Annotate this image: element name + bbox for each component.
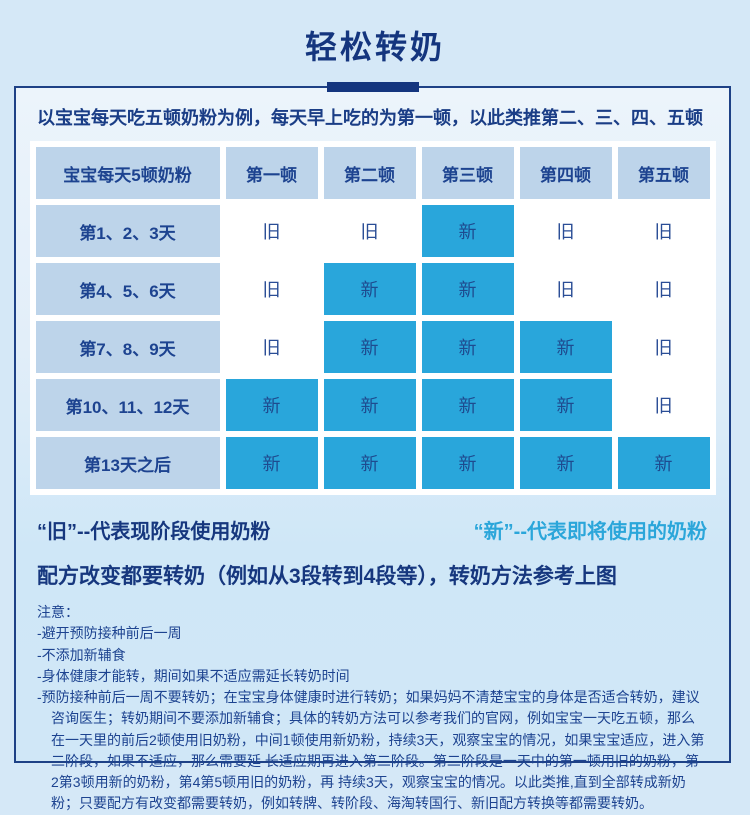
- day-label-cell: 第1、2、3天: [35, 205, 220, 257]
- legend-new-label: “新”--代表即将使用的奶粉: [473, 521, 707, 543]
- header-cell-days: 宝宝每天5顿奶粉: [35, 147, 220, 199]
- day-label-cell: 第4、5、6天: [35, 263, 220, 315]
- table-row: 第7、8、9天旧新新新旧: [35, 321, 710, 373]
- header-cell-meal-5: 第五顿: [617, 147, 710, 199]
- meal-cell-new: 新: [323, 379, 416, 431]
- meal-cell-old: 旧: [225, 205, 318, 257]
- formula-change-note: 配方改变都要转奶（例如从3段转到4段等），转奶方法参考上图: [37, 565, 617, 588]
- meal-cell-new: 新: [421, 205, 514, 257]
- meal-cell-old: 旧: [617, 321, 710, 373]
- notes-title: 注意：: [37, 604, 79, 620]
- meal-cell-old: 旧: [617, 379, 710, 431]
- header-cell-meal-4: 第四顿: [519, 147, 612, 199]
- meal-cell-new: 新: [519, 321, 612, 373]
- meal-cell-old: 旧: [225, 263, 318, 315]
- header-cell-meal-1: 第一顿: [225, 147, 318, 199]
- table-row: 第13天之后新新新新新: [35, 437, 710, 489]
- day-label-cell: 第7、8、9天: [35, 321, 220, 373]
- day-label-cell: 第13天之后: [35, 437, 220, 489]
- meal-cell-new: 新: [323, 321, 416, 373]
- meal-cell-new: 新: [323, 437, 416, 489]
- meal-cell-new: 新: [323, 263, 416, 315]
- meal-cell-old: 旧: [617, 263, 710, 315]
- table-header-row: 宝宝每天5顿奶粉 第一顿 第二顿 第三顿 第四顿 第五顿: [35, 147, 710, 199]
- meal-cell-old: 旧: [323, 205, 416, 257]
- meal-cell-new: 新: [421, 437, 514, 489]
- header-cell-meal-3: 第三顿: [421, 147, 514, 199]
- day-label-cell: 第10、11、12天: [35, 379, 220, 431]
- notes-block: 注意： -避开预防接种前后一周 -不添加新辅食 -身体健康才能转，期间如果不适应需延…: [37, 602, 705, 815]
- meal-cell-old: 旧: [519, 263, 612, 315]
- meal-cell-new: 新: [519, 437, 612, 489]
- note-item: -不添加新辅食: [37, 646, 126, 663]
- intro-text: 以宝宝每天吃五顿奶粉为例，每天早上吃的为第一顿，以此类推第二、三、四、五顿: [37, 108, 703, 128]
- transition-card: 以宝宝每天吃五顿奶粉为例，每天早上吃的为第一顿，以此类推第二、三、四、五顿 宝宝…: [14, 82, 731, 811]
- meal-cell-new: 新: [225, 437, 318, 489]
- note-item: -身体健康才能转，期间如果不适应需延长转奶时间: [37, 667, 350, 684]
- meal-cell-new: 新: [421, 379, 514, 431]
- meal-cell-old: 旧: [225, 321, 318, 373]
- table-row: 第10、11、12天新新新新旧: [35, 379, 710, 431]
- note-item: -避开预防接种前后一周: [37, 625, 182, 642]
- table-row: 第4、5、6天旧新新旧旧: [35, 263, 710, 315]
- meal-cell-new: 新: [421, 263, 514, 315]
- meal-cell-new: 新: [617, 437, 710, 489]
- meal-cell-new: 新: [225, 379, 318, 431]
- page-title: 轻松转奶: [304, 29, 445, 65]
- table-row: 第1、2、3天旧旧新旧旧: [35, 205, 710, 257]
- meal-cell-old: 旧: [617, 205, 710, 257]
- header-cell-meal-2: 第二顿: [323, 147, 416, 199]
- card-top-tab-decoration: [326, 82, 419, 92]
- meal-cell-old: 旧: [519, 205, 612, 257]
- legend-old-label: “旧”--代表现阶段使用奶粉: [37, 521, 271, 543]
- meal-cell-new: 新: [421, 321, 514, 373]
- meal-cell-new: 新: [519, 379, 612, 431]
- milk-transition-table: 宝宝每天5顿奶粉 第一顿 第二顿 第三顿 第四顿 第五顿 第1、2、3天旧旧新旧旧第4、5…: [29, 141, 716, 495]
- legend: “旧”--代表现阶段使用奶粉 “新”--代表即将使用的奶粉: [37, 515, 707, 544]
